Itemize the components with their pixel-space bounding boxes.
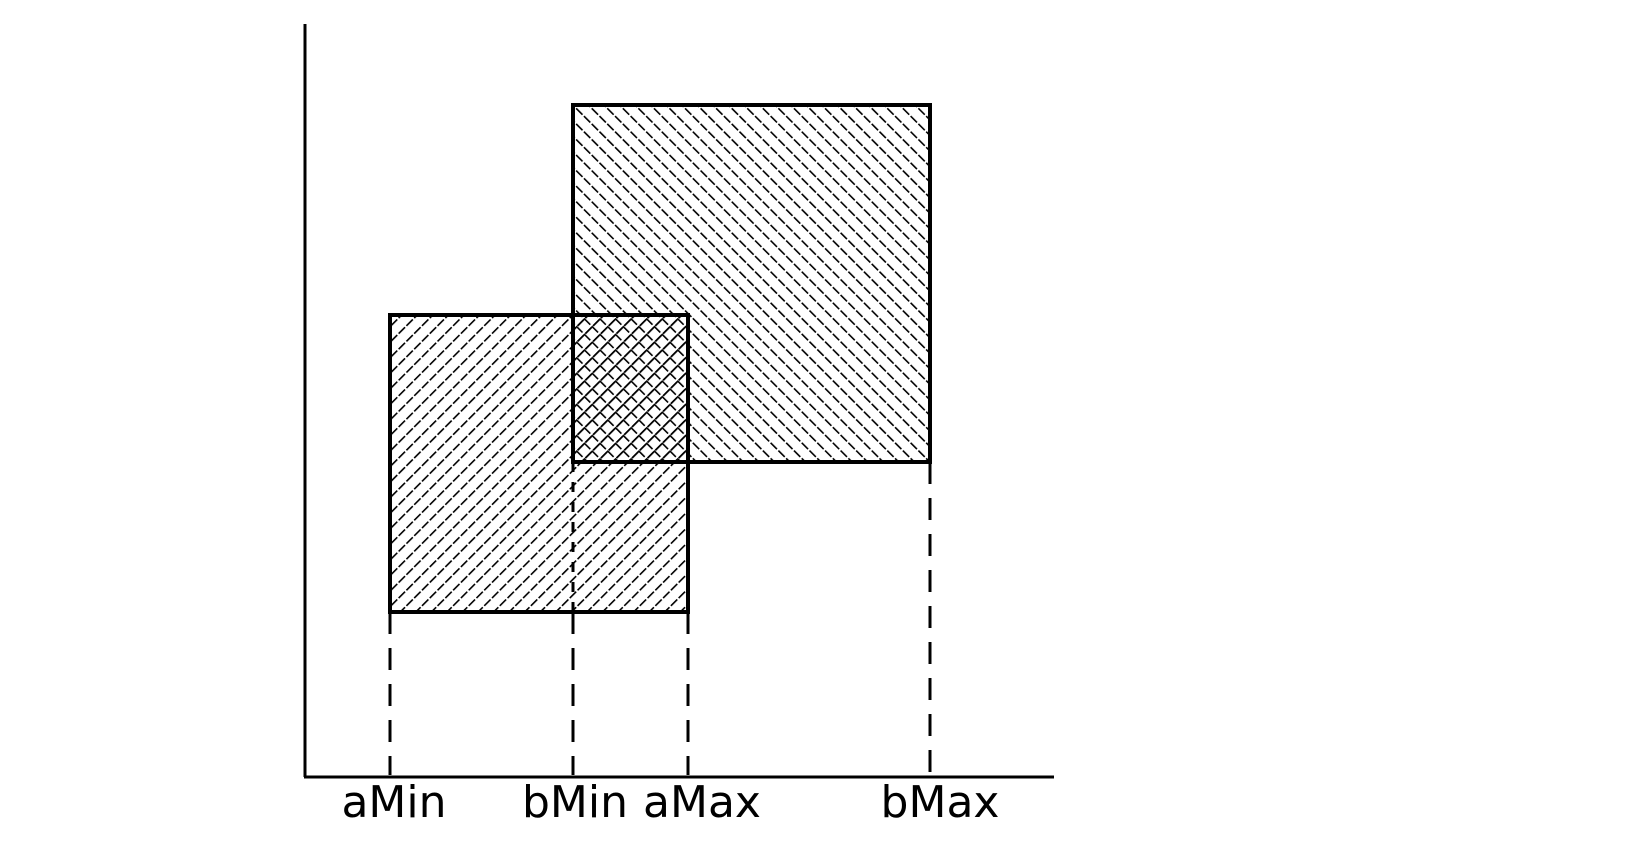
a-min-label: aMin: [341, 777, 446, 828]
a-max-label: aMax: [643, 777, 761, 828]
b-max-label: bMax: [881, 777, 1000, 828]
b-min-label: bMin: [522, 777, 628, 828]
overlap-region: [571, 313, 690, 464]
